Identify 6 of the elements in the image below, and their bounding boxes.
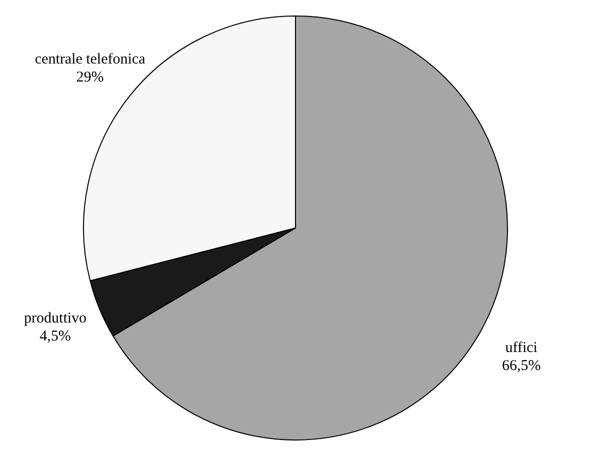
slice-label: produttivo [24,310,87,326]
data-label: 4,5% [40,328,71,344]
slice-label: centrale telefonica [34,52,146,68]
data-label: 29% [76,70,104,86]
slice-label: uffici [505,340,538,356]
data-label: 66,5% [502,358,541,374]
